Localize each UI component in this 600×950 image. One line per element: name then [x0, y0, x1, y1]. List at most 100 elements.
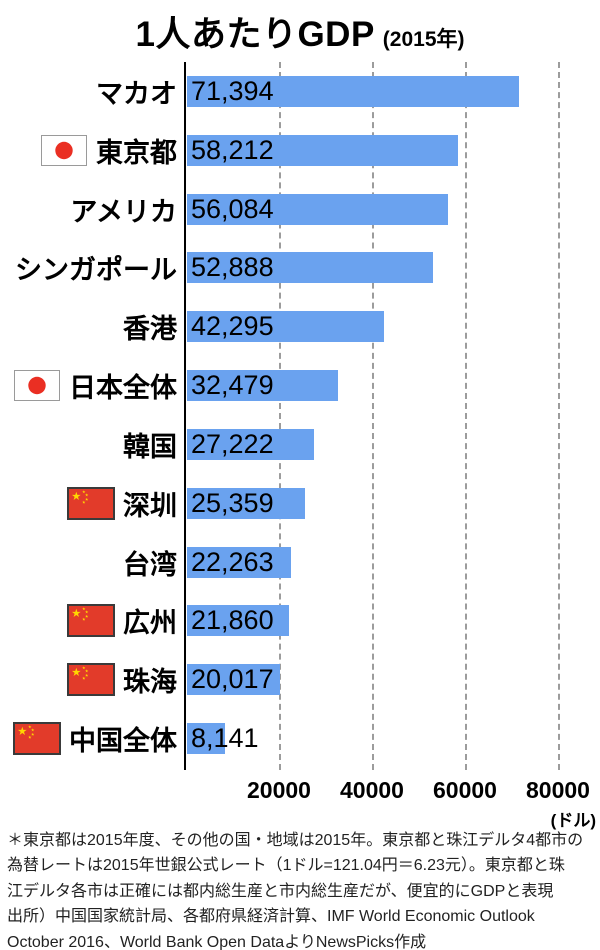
category-label: 中国全体 [69, 726, 177, 757]
plot-cell: 25,359 [186, 474, 600, 533]
bar [187, 605, 289, 637]
category-label: 韓国 [123, 431, 177, 462]
category-label-cell: 中国全体 [0, 709, 186, 768]
category-label: シンガポール [15, 255, 177, 286]
plot-cell: 32,479 [186, 356, 600, 415]
chart-row: 韓国 27,222 [0, 415, 600, 474]
plot-cell: 8,141 [186, 709, 600, 768]
bar [187, 428, 314, 460]
bar [187, 252, 433, 284]
value-label: 32,479 [191, 370, 274, 401]
bar [187, 487, 305, 519]
japan-flag-icon [14, 370, 60, 402]
chart-subtitle: (2015年) [382, 28, 465, 51]
chart-row: 珠海 20,017 [0, 650, 600, 709]
chart-row: シンガポール 52,888 [0, 238, 600, 297]
category-label: 日本全体 [69, 373, 177, 404]
plot-cell: 27,222 [186, 415, 600, 474]
plot-area [184, 62, 598, 770]
x-tick-label: 80000 [526, 777, 590, 803]
bar-rows: マカオ 71,394 東京都 58,212 アメリカ 56,084 シンガポール 52,888… [0, 62, 600, 768]
bar [187, 76, 519, 107]
x-tick-label: 20000 [247, 777, 311, 803]
axis-unit-label: (ドル) [550, 811, 596, 830]
value-label: 56,084 [191, 193, 274, 224]
chart-row: 東京都 58,212 [0, 121, 600, 180]
value-label: 27,222 [191, 428, 274, 459]
value-label: 20,017 [191, 664, 274, 695]
plot-cell: 52,888 [186, 238, 600, 297]
bar [187, 311, 384, 343]
value-label: 58,212 [191, 134, 274, 165]
category-label: 珠海 [123, 667, 177, 698]
plot-cell: 22,263 [186, 533, 600, 592]
category-label: 東京都 [96, 137, 177, 168]
china-flag-icon [67, 486, 115, 520]
chart-row: 日本全体 32,479 [0, 356, 600, 415]
category-label-cell: 広州 [0, 591, 186, 650]
footnote-line: October 2016、World Bank Open DataよりNewsP… [7, 933, 427, 950]
value-label: 22,263 [191, 546, 274, 577]
category-label: マカオ [96, 78, 177, 109]
plot-cell: 42,295 [186, 297, 600, 356]
china-flag-icon [13, 722, 61, 756]
category-label: 香港 [123, 314, 177, 345]
value-label: 21,860 [191, 605, 274, 636]
footnote: ＊東京都は2015年度、その他の国・地域は2015年。東京都と珠江デルタ4都市の… [7, 828, 597, 950]
x-axis: (ドル) 20000 40000 60000 80000 [0, 774, 600, 830]
bar-chart: マカオ 71,394 東京都 58,212 アメリカ 56,084 シンガポール 52,888… [0, 62, 600, 830]
category-label: 広州 [123, 608, 177, 639]
value-label: 42,295 [191, 311, 274, 342]
china-flag-icon [67, 604, 115, 638]
value-label: 52,888 [191, 252, 274, 283]
page-title: 1人あたりGDP (2015年) [0, 6, 600, 57]
gridline-20000 [279, 62, 281, 770]
chart-row: 深圳 25,359 [0, 474, 600, 533]
category-label: アメリカ [70, 196, 177, 227]
chart-row: 中国全体 8,141 [0, 709, 600, 768]
chart-row: 台湾 22,263 [0, 533, 600, 592]
category-label-cell: 珠海 [0, 650, 186, 709]
bar [187, 723, 225, 755]
plot-cell: 56,084 [186, 180, 600, 239]
bar [187, 134, 458, 166]
plot-cell: 58,212 [186, 121, 600, 180]
chart-row: マカオ 71,394 [0, 62, 600, 121]
category-label-cell: 台湾 [0, 533, 186, 592]
chart-title: 1人あたりGDP [135, 15, 375, 54]
chart-row: 広州 21,860 [0, 591, 600, 650]
plot-cell: 71,394 [186, 62, 600, 121]
footnote-line: 江デルタ各市は正確には都内総生産と市内総生産だが、便宜的にGDPと表現 [7, 882, 554, 900]
chart-row: アメリカ 56,084 [0, 180, 600, 239]
y-axis-line [184, 62, 186, 770]
footnote-line: 出所）中国国家統計局、各都府県経済計算、IMF World Economic O… [7, 908, 535, 926]
category-label-cell: 香港 [0, 297, 186, 356]
value-label: 71,394 [191, 76, 274, 106]
category-label-cell: シンガポール [0, 238, 186, 297]
bar [187, 370, 339, 402]
value-label: 25,359 [191, 487, 274, 518]
bar [187, 546, 291, 578]
china-flag-icon [67, 663, 115, 697]
category-label: 深圳 [123, 490, 177, 521]
plot-cell: 21,860 [186, 591, 600, 650]
footnote-line: 為替レートは2015年世銀公式レート（1ドル=121.04円＝6.23元）。東京… [7, 857, 565, 875]
japan-flag-icon [41, 134, 87, 166]
bar [187, 664, 281, 696]
x-tick-label: 40000 [340, 777, 404, 803]
category-label: 台湾 [123, 549, 177, 580]
category-label-cell: マカオ [0, 62, 186, 121]
footnote-line: ＊東京都は2015年度、その他の国・地域は2015年。東京都と珠江デルタ4都市の [7, 832, 584, 849]
gridline-60000 [465, 62, 467, 770]
category-label-cell: アメリカ [0, 180, 186, 239]
category-label-cell: 韓国 [0, 415, 186, 474]
value-label: 8,141 [191, 723, 259, 754]
plot-cell: 20,017 [186, 650, 600, 709]
category-label-cell: 東京都 [0, 121, 186, 180]
bar [187, 193, 448, 225]
gridline-80000 [558, 62, 560, 770]
category-label-cell: 深圳 [0, 474, 186, 533]
chart-row: 香港 42,295 [0, 297, 600, 356]
gridline-40000 [372, 62, 374, 770]
